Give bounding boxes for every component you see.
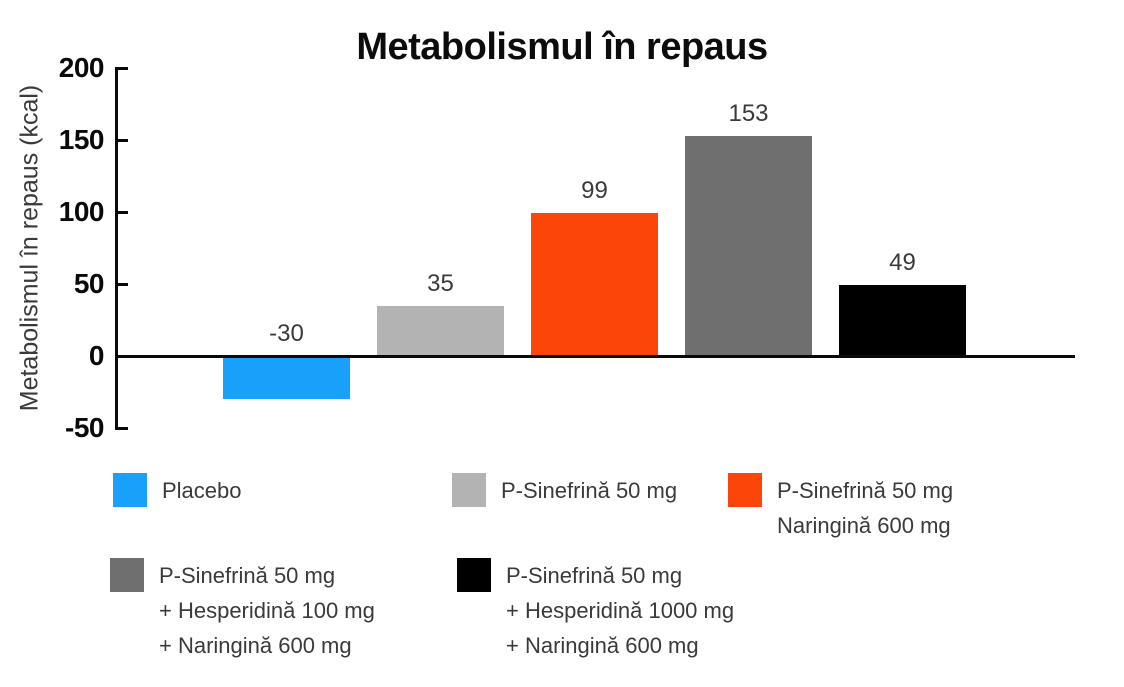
legend-swatch: [452, 473, 486, 507]
y-tick-mark: [115, 426, 128, 430]
legend-label: Placebo: [162, 473, 242, 508]
y-tick-mark: [115, 66, 128, 70]
legend-label-line: P-Sinefrină 50 mg: [506, 563, 683, 588]
legend-label-line: + Naringină 600 mg: [506, 633, 699, 658]
legend-label-line: P-Sinefrină 50 mg: [777, 478, 954, 503]
legend-label-line: P-Sinefrină 50 mg: [501, 478, 678, 503]
legend-item-4: P-Sinefrină 50 mg + Hesperidină 100 mg + N…: [110, 558, 375, 663]
y-tick-label: 0: [88, 340, 105, 371]
legend-label-line: P-Sinefrină 50 mg: [159, 563, 336, 588]
y-tick-label: 200: [58, 52, 105, 83]
y-tick-label: 100: [58, 196, 105, 227]
bar-5: [839, 285, 966, 356]
legend-label: P-Sinefrină 50 mg Naringină 600 mg: [777, 473, 953, 543]
legend-item-2: P-Sinefrină 50 mg: [452, 473, 677, 508]
bar-value-label: 99: [581, 177, 608, 205]
legend-swatch: [110, 558, 144, 592]
legend-swatch: [113, 473, 147, 507]
y-tick-label: 50: [73, 268, 105, 299]
bar-3: [531, 213, 658, 356]
legend-swatch: [728, 473, 762, 507]
legend-label: P-Sinefrină 50 mg: [501, 473, 677, 508]
legend-label-line: Naringină 600 mg: [777, 513, 951, 538]
y-tick-mark: [115, 210, 128, 214]
bar-value-label: -30: [269, 320, 304, 347]
legend-label: P-Sinefrină 50 mg + Hesperidină 1000 mg + …: [506, 558, 734, 663]
bar-value-label: 49: [889, 249, 916, 277]
bar-2: [377, 305, 504, 356]
legend-item-1: Placebo: [113, 473, 242, 508]
legend-label: P-Sinefrină 50 mg + Hesperidină 100 mg + N…: [159, 558, 375, 663]
legend-item-3: P-Sinefrină 50 mg Naringină 600 mg: [728, 473, 953, 543]
chart-title: Metabolismul în repaus: [356, 26, 768, 68]
legend-label-line: + Naringină 600 mg: [159, 633, 352, 658]
legend-swatch: [457, 558, 491, 592]
y-tick-label: 150: [58, 124, 105, 155]
legend-label-line: Placebo: [162, 478, 242, 503]
legend-item-5: P-Sinefrină 50 mg + Hesperidină 1000 mg + …: [457, 558, 734, 663]
bar-1: [223, 356, 350, 400]
bar-value-label: 35: [427, 269, 454, 297]
bar-value-label: 153: [728, 99, 769, 127]
y-tick-mark: [115, 138, 128, 142]
y-tick-label: -50: [65, 412, 104, 443]
x-axis-baseline: [115, 354, 1075, 358]
y-axis-line: [115, 66, 118, 430]
bar-4: [685, 135, 812, 356]
legend-label-line: + Hesperidină 1000 mg: [506, 598, 735, 623]
legend-label-line: + Hesperidină 100 mg: [159, 598, 375, 623]
y-tick-mark: [115, 282, 128, 286]
